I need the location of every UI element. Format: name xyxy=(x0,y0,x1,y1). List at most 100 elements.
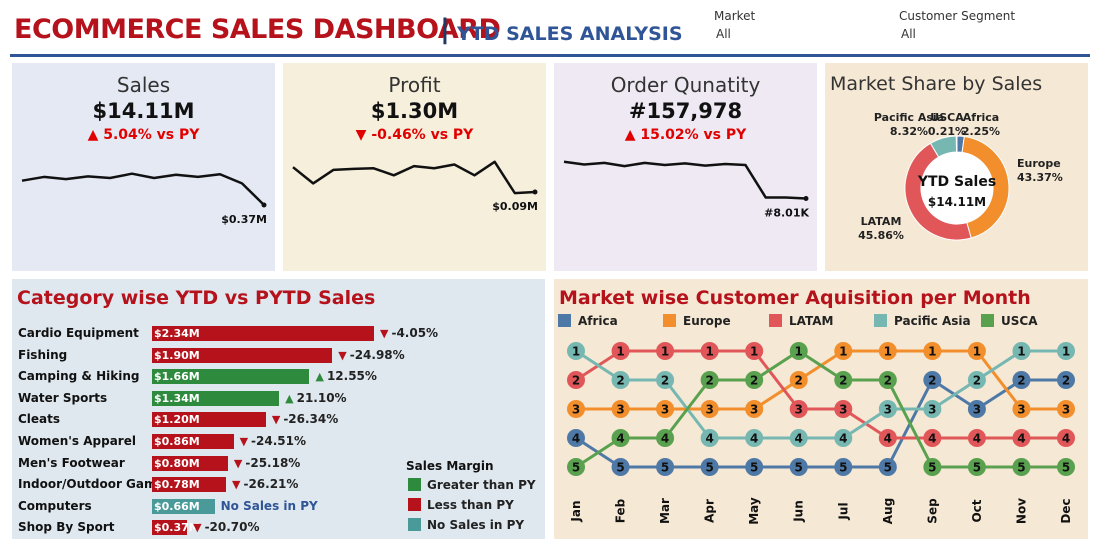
rank-point xyxy=(1012,429,1031,447)
title-separator: | xyxy=(440,14,450,45)
rank-label: 2 xyxy=(884,374,892,388)
rank-point xyxy=(567,342,585,360)
rank-label: 5 xyxy=(928,461,936,475)
market-filter[interactable]: Market All xyxy=(714,9,755,41)
sales-sparkline: $0.37M xyxy=(21,172,267,226)
rank-label: 3 xyxy=(705,403,713,417)
rank-label: 1 xyxy=(1017,345,1025,359)
sparkline-last-label: $0.09M xyxy=(492,200,538,213)
month-tick-label: Nov xyxy=(1014,498,1028,524)
kpi-value: #157,978 xyxy=(628,99,743,123)
sparkline-path xyxy=(292,160,536,195)
donut-category-label: Europe xyxy=(1017,157,1061,170)
rank-point xyxy=(567,429,585,447)
quantity-sparkline: #8.01K xyxy=(563,160,809,220)
rank-point xyxy=(878,371,897,389)
rank-label: 3 xyxy=(973,403,981,417)
kpi-change-text: -0.46% vs PY xyxy=(371,127,474,143)
category-bar xyxy=(152,434,234,449)
segment-filter-value[interactable]: All xyxy=(901,27,916,41)
kpi-title: Sales xyxy=(116,73,171,97)
rank-point xyxy=(1057,371,1075,389)
segment-filter[interactable]: Customer Segment All xyxy=(899,9,1015,41)
month-tick-label: Dec xyxy=(1059,498,1073,523)
legend-less: Less than PY xyxy=(408,498,514,512)
rank-label: 5 xyxy=(661,461,669,475)
rank-point xyxy=(656,429,675,447)
month-tick-label: Jan xyxy=(569,500,583,522)
rank-label: 3 xyxy=(661,403,669,417)
rank-label: 1 xyxy=(795,345,803,359)
category-bar xyxy=(152,520,188,536)
category-label: Camping & Hiking xyxy=(18,369,140,384)
rank-label: 2 xyxy=(1017,374,1025,388)
rank-point xyxy=(878,458,897,476)
month-tick-label: Oct xyxy=(970,499,984,522)
legend-label: Greater than PY xyxy=(427,478,536,492)
rank-label: 2 xyxy=(661,374,669,388)
kpi-value: $14.11M xyxy=(92,99,195,123)
legend-label: Less than PY xyxy=(427,498,514,512)
acquisition-legend-item: Pacific Asia xyxy=(874,314,971,328)
month-tick-label: Apr xyxy=(703,499,717,523)
legend-greater: Greater than PY xyxy=(408,478,536,492)
acquisition-legend-item: LATAM xyxy=(769,314,833,328)
category-change: ▲ 12.55% xyxy=(315,369,376,383)
rank-point xyxy=(1012,400,1031,418)
donut-category-label: Africa xyxy=(963,111,999,124)
rank-label: 1 xyxy=(572,345,580,359)
rank-label: 3 xyxy=(616,403,624,417)
up-triangle-icon: ▲ xyxy=(624,127,636,143)
rank-point xyxy=(1057,400,1075,418)
legend-swatch xyxy=(663,314,676,327)
sparkline-end-point xyxy=(803,196,809,202)
donut-value-label: 43.37% xyxy=(1017,171,1063,184)
rank-point xyxy=(967,458,986,476)
market-filter-label: Market xyxy=(714,9,756,23)
category-change-text: 21.10% xyxy=(296,390,347,405)
rank-label: 4 xyxy=(973,432,981,446)
rank-point xyxy=(700,371,719,389)
legend-none: No Sales in PY xyxy=(408,518,524,532)
down-triangle-icon: ▼ xyxy=(271,413,281,427)
down-triangle-icon: ▼ xyxy=(380,327,389,340)
rank-point xyxy=(611,400,630,418)
category-bar xyxy=(152,412,266,428)
donut-value-label: 8.32% xyxy=(890,125,928,138)
market-filter-value[interactable]: All xyxy=(716,27,731,41)
category-change: ▼ -20.70% xyxy=(193,520,259,534)
acquisition-bump-chart: 4 5 5 5 5 5 5 5 2 3 2 2 3 3 3 3 3 2 1 1 1 1 3 3 2 1 1 1 1 3 3 4 4 4 4 4 1 2 2 4… xyxy=(567,342,1075,525)
rank-label: 3 xyxy=(839,403,847,417)
legend-label: No Sales in PY xyxy=(427,518,525,532)
category-change-text: -25.18% xyxy=(245,455,301,470)
category-bar xyxy=(152,369,310,385)
month-tick-label: Jun xyxy=(792,500,806,523)
acquisition-title: Market wise Customer Aquisition per Mont… xyxy=(559,287,1031,309)
category-change: ▼ -24.98% xyxy=(338,348,404,362)
acquisition-legend-item: USCA xyxy=(981,314,1037,328)
category-bar xyxy=(152,455,228,471)
rank-point xyxy=(789,429,808,447)
sales-margin-legend-title: Sales Margin xyxy=(406,459,494,473)
rank-point xyxy=(745,458,764,476)
rank-point xyxy=(745,342,764,360)
rank-label: 4 xyxy=(572,432,580,446)
rank-point xyxy=(789,342,808,360)
rank-point xyxy=(611,429,630,447)
rank-point xyxy=(1012,458,1031,476)
rank-label: 2 xyxy=(795,374,803,388)
rank-point xyxy=(923,429,942,447)
month-tick-label: Jul xyxy=(836,502,850,520)
rank-point xyxy=(789,400,808,418)
rank-point xyxy=(878,342,897,360)
donut-category-label: LATAM xyxy=(861,215,902,228)
legend-swatch xyxy=(408,498,421,511)
rank-label: 3 xyxy=(750,403,758,417)
legend-swatch xyxy=(874,314,887,327)
donut-center-label: YTD Sales xyxy=(917,174,996,190)
legend-label: USCA xyxy=(1001,314,1038,328)
down-triangle-icon: ▼ xyxy=(338,348,347,362)
rank-label: 2 xyxy=(750,374,758,388)
rank-point xyxy=(878,429,897,447)
rank-point xyxy=(834,400,853,418)
